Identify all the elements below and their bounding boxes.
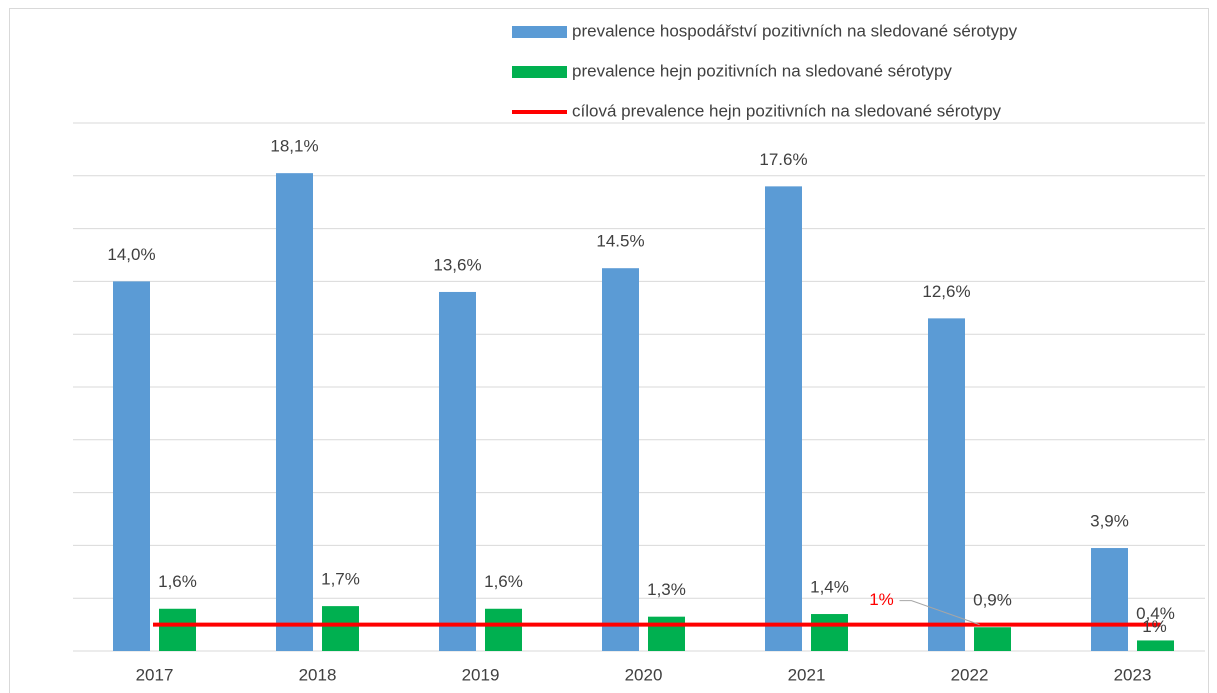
bar [1091,548,1128,651]
data-label: 17.6% [759,150,807,169]
data-label: 13,6% [433,255,481,274]
x-tick-label: 2019 [462,665,500,684]
x-tick-label: 2023 [1114,665,1152,684]
legend-label: cílová prevalence hejn pozitivních na sl… [572,101,1002,120]
data-label: 1,6% [158,572,197,591]
bar [765,186,802,652]
data-label: 0,9% [973,591,1012,610]
bar [113,281,150,651]
data-label: 1,6% [484,572,523,591]
data-label: 1,7% [321,570,360,589]
bar [928,318,965,651]
data-label: 1% [869,590,894,609]
data-label: 14,0% [107,245,155,264]
data-label: 14.5% [596,232,644,251]
bar [1137,640,1174,651]
legend-swatch [512,66,567,78]
chart-border [9,8,1209,693]
x-tick-label: 2021 [788,665,826,684]
data-label: 1,3% [647,580,686,599]
x-tick-label: 2017 [136,665,174,684]
data-label: 12,6% [922,282,970,301]
data-label: 1,4% [810,578,849,597]
data-label: 1% [1142,617,1167,636]
bar [485,608,522,651]
x-tick-label: 2022 [951,665,989,684]
data-label: 0,4% [1136,604,1175,623]
bar [648,616,685,651]
bar [811,614,848,651]
legend-swatch [512,26,567,38]
bar [974,627,1011,651]
bar [439,291,476,651]
bar [159,608,196,651]
legend-label: prevalence hejn pozitivních na sledované… [572,61,952,80]
data-label: 18,1% [270,137,318,156]
leader-line [899,600,980,626]
legend-label: prevalence hospodářství pozitivních na s… [572,21,1018,40]
x-tick-label: 2020 [625,665,663,684]
bar [276,173,313,651]
bar [602,268,639,651]
data-label: 3,9% [1090,512,1129,531]
bar [322,606,359,651]
x-tick-label: 2018 [299,665,337,684]
